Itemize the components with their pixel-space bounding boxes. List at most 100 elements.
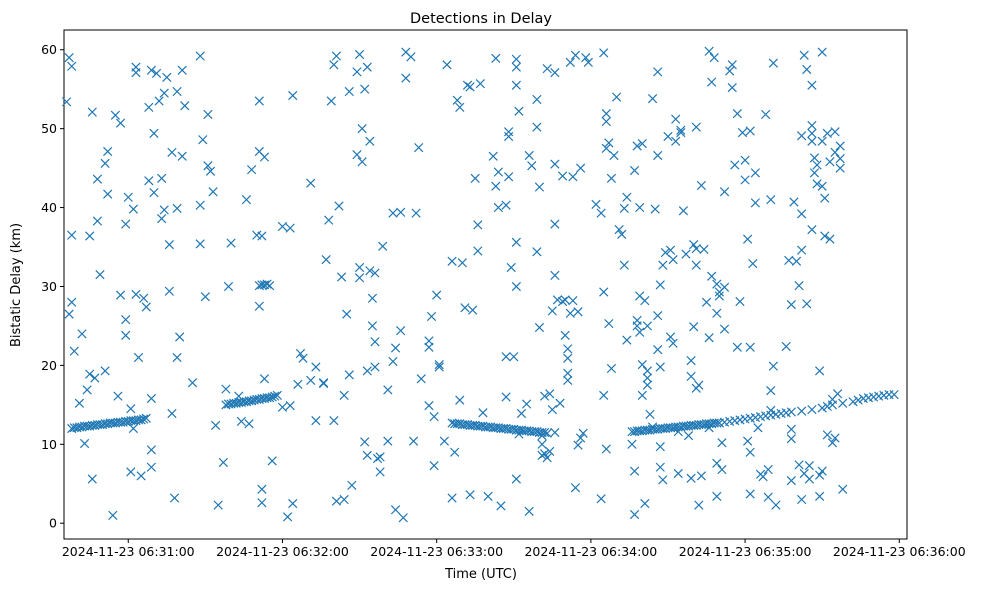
data-point	[344, 86, 354, 97]
data-point	[411, 208, 421, 218]
data-point	[352, 67, 362, 77]
data-point	[727, 60, 737, 70]
data-points	[61, 46, 899, 523]
data-point	[768, 58, 778, 68]
data-point	[167, 147, 177, 157]
data-point	[766, 386, 776, 396]
data-point	[354, 262, 365, 273]
data-point	[545, 446, 555, 457]
data-point	[270, 391, 280, 401]
data-point	[632, 141, 642, 151]
data-point	[146, 393, 157, 404]
data-point	[149, 128, 159, 139]
chart-title: Detections in Delay	[410, 11, 552, 27]
data-point	[365, 136, 375, 146]
data-point	[789, 197, 799, 207]
data-point	[468, 305, 478, 315]
data-point	[627, 439, 637, 449]
data-point	[804, 474, 814, 484]
data-point	[447, 493, 457, 503]
data-point	[691, 260, 701, 270]
y-tick-label: 30	[41, 279, 57, 294]
data-point	[326, 96, 336, 106]
data-point	[542, 64, 552, 74]
data-point	[565, 308, 575, 318]
data-point	[342, 309, 352, 319]
data-point	[151, 68, 162, 79]
data-point	[396, 207, 406, 217]
data-point	[100, 158, 110, 168]
data-point	[545, 389, 555, 399]
data-point	[653, 344, 663, 355]
data-point	[506, 262, 516, 273]
data-point	[655, 442, 665, 452]
data-point	[704, 423, 714, 433]
data-point	[809, 153, 820, 163]
data-point	[830, 127, 840, 137]
data-point	[673, 427, 683, 437]
data-point	[699, 244, 709, 255]
data-point	[596, 494, 606, 504]
data-point	[614, 225, 624, 235]
x-tick-label: 2024-11-23 06:36:00	[833, 544, 966, 559]
data-point	[786, 424, 796, 434]
data-point	[712, 458, 722, 468]
data-point	[360, 437, 370, 447]
data-point	[714, 291, 725, 301]
data-point	[457, 258, 467, 268]
data-point	[537, 450, 547, 460]
data-point	[642, 373, 653, 383]
data-point	[136, 471, 146, 481]
data-point	[154, 96, 164, 106]
data-point	[560, 330, 570, 341]
data-point	[344, 370, 354, 380]
data-point	[619, 260, 629, 270]
data-point	[637, 359, 647, 370]
data-point	[825, 234, 835, 244]
data-point	[187, 378, 198, 388]
data-point	[95, 270, 105, 280]
data-point	[329, 416, 339, 426]
data-point	[496, 501, 506, 511]
data-point	[372, 453, 383, 464]
data-point	[164, 240, 174, 250]
data-point	[126, 404, 136, 414]
data-point	[681, 249, 691, 259]
data-point	[347, 480, 357, 490]
data-point	[264, 281, 275, 291]
data-point	[92, 174, 103, 184]
data-point	[74, 398, 85, 408]
data-point	[203, 109, 213, 120]
data-point	[547, 306, 557, 316]
data-point	[658, 475, 668, 485]
data-point	[198, 135, 208, 145]
data-point	[696, 180, 707, 191]
data-point	[288, 498, 298, 509]
data-point	[144, 176, 154, 186]
data-point	[298, 353, 308, 363]
y-tick-label: 20	[41, 358, 57, 373]
data-point	[131, 289, 141, 299]
data-point	[367, 293, 378, 303]
data-point	[447, 256, 457, 266]
data-point	[388, 356, 398, 367]
data-point	[172, 86, 182, 97]
data-point	[632, 315, 642, 326]
data-point	[719, 282, 730, 292]
data-point	[491, 181, 501, 191]
data-point	[511, 237, 521, 247]
data-point	[809, 168, 820, 178]
data-point	[563, 368, 573, 378]
data-point	[331, 496, 342, 506]
data-point	[563, 344, 573, 354]
data-point	[753, 423, 763, 433]
data-point	[763, 492, 773, 502]
data-point	[745, 342, 755, 352]
data-point	[604, 318, 614, 329]
data-point	[619, 203, 629, 213]
data-point	[642, 321, 653, 331]
data-point	[516, 408, 527, 419]
data-point	[357, 157, 367, 167]
data-point	[832, 389, 843, 399]
data-point	[766, 405, 776, 415]
